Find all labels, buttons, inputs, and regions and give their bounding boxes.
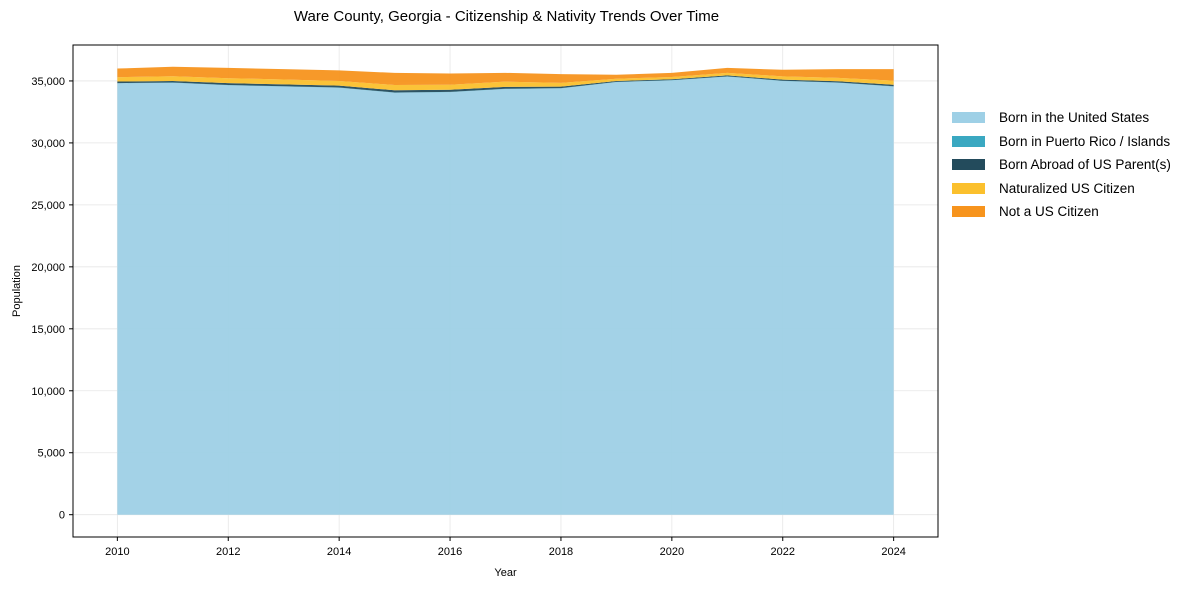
chart-title: Ware County, Georgia - Citizenship & Nat… bbox=[293, 8, 720, 25]
y-axis-ticks: 0 5,000 10,000 15,000 20,000 25,000 30,000 35,0… bbox=[31, 76, 73, 522]
legend-label: Not a US Citizen bbox=[999, 204, 1099, 220]
x-axis-ticks: 2010 2012 2014 2016 2018 2020 2022 2024 bbox=[105, 537, 906, 558]
x-tick-label: 2024 bbox=[881, 546, 905, 558]
legend: Born in the United States Born in Puerto … bbox=[952, 106, 1171, 224]
y-tick-label: 30,000 bbox=[31, 138, 65, 150]
y-tick-label: 25,000 bbox=[31, 200, 65, 212]
legend-swatch bbox=[952, 182, 985, 194]
x-tick-label: 2010 bbox=[105, 546, 129, 558]
legend-item: Born in the United States bbox=[952, 106, 1171, 130]
y-tick-label: 20,000 bbox=[31, 262, 65, 274]
x-tick-label: 2012 bbox=[216, 546, 240, 558]
x-tick-label: 2014 bbox=[327, 546, 351, 558]
y-tick-label: 35,000 bbox=[31, 76, 65, 88]
legend-item: Born Abroad of US Parent(s) bbox=[952, 153, 1171, 177]
x-tick-label: 2022 bbox=[771, 546, 795, 558]
y-tick-label: 5,000 bbox=[37, 448, 65, 460]
legend-item: Naturalized US Citizen bbox=[952, 177, 1171, 201]
legend-label: Born Abroad of US Parent(s) bbox=[999, 157, 1171, 173]
legend-item: Not a US Citizen bbox=[952, 200, 1171, 224]
stacked-areas bbox=[117, 66, 894, 515]
legend-item: Born in Puerto Rico / Islands bbox=[952, 130, 1171, 154]
legend-label: Naturalized US Citizen bbox=[999, 180, 1135, 196]
x-tick-label: 2020 bbox=[660, 546, 684, 558]
y-tick-label: 10,000 bbox=[31, 386, 65, 398]
axes-frame bbox=[72, 44, 939, 538]
x-tick-label: 2016 bbox=[438, 546, 462, 558]
area-series-3 bbox=[117, 72, 894, 91]
legend-swatch bbox=[952, 206, 985, 218]
legend-swatch bbox=[952, 159, 985, 171]
area-series-4 bbox=[117, 66, 894, 86]
legend-swatch bbox=[952, 135, 985, 147]
y-tick-label: 15,000 bbox=[31, 324, 65, 336]
y-tick-label: 0 bbox=[59, 510, 65, 522]
legend-swatch bbox=[952, 112, 985, 124]
y-axis-label: Population bbox=[11, 265, 23, 317]
area-series-0 bbox=[117, 76, 894, 515]
x-tick-label: 2018 bbox=[549, 546, 573, 558]
legend-label: Born in Puerto Rico / Islands bbox=[999, 133, 1171, 149]
x-axis-label: Year bbox=[494, 567, 517, 579]
legend-label: Born in the United States bbox=[999, 110, 1150, 126]
